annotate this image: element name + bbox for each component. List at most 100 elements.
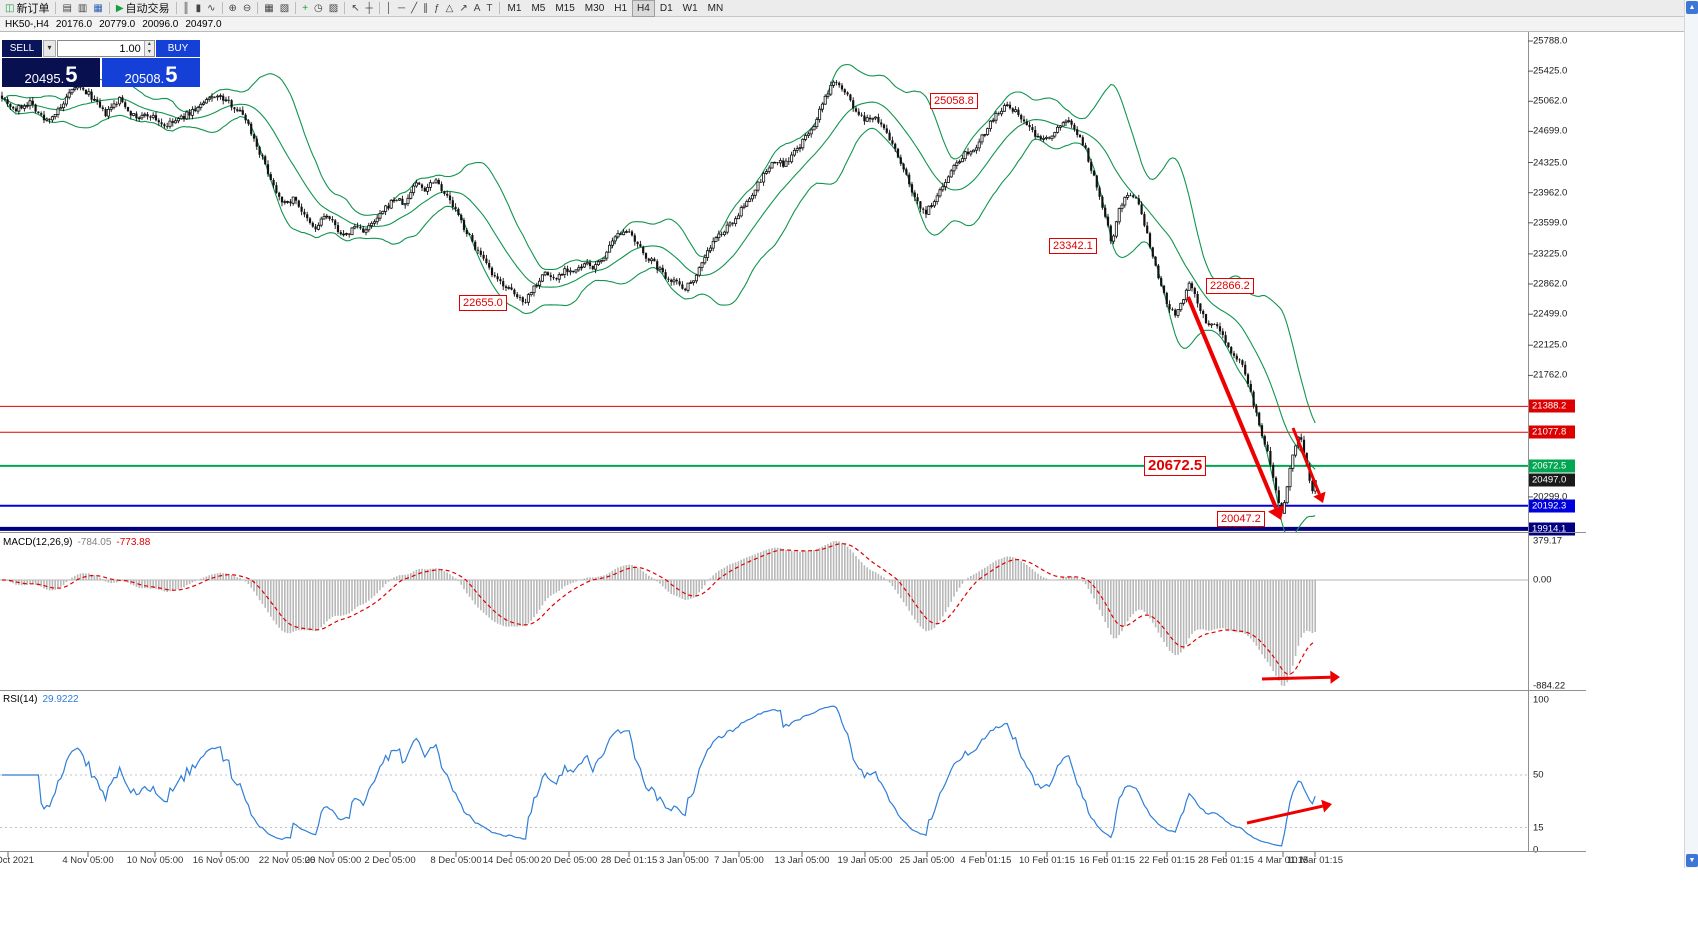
bollinger-middle-band	[1, 98, 1316, 470]
rsi-indicator-title: RSI(14) 29.9222	[3, 694, 79, 705]
autotrading-button[interactable]: ▶ 自动交易	[113, 1, 173, 16]
bullish-candles	[17, 81, 1317, 514]
timeframe-d1[interactable]: D1	[659, 2, 673, 14]
macd-panel-layer	[0, 541, 1528, 686]
rsi-line	[2, 705, 1316, 847]
zoom-in-icon[interactable]: ⊕	[226, 1, 240, 16]
bar-chart-icon[interactable]: ║	[180, 1, 193, 16]
price-axis-label: 22862.0	[1533, 278, 1568, 290]
trend-arrow[interactable]	[1246, 804, 1323, 825]
crosshair-icon[interactable]: ┼	[363, 1, 376, 16]
bearish-candles	[0, 82, 1314, 514]
periods-icon[interactable]: ◷	[311, 1, 326, 16]
timeframe-m1[interactable]: M1	[507, 2, 522, 14]
line-chart-icon[interactable]: ∿	[204, 1, 218, 16]
time-axis-label: 22 Feb 01:15	[1139, 855, 1195, 866]
volume-down-icon[interactable]: ▾	[147, 48, 151, 55]
market-watch-icon[interactable]: ▦	[90, 1, 105, 16]
fibonacci-icon[interactable]: ƒ	[431, 1, 443, 16]
equidistant-channel-icon[interactable]: ∥	[420, 1, 431, 16]
timeframe-h1[interactable]: H1	[614, 2, 628, 14]
new-order-button[interactable]: ◫ 新订单	[2, 1, 52, 16]
time-axis-label: 8 Dec 05:00	[430, 855, 482, 866]
candlestick-chart-icon: ▮	[195, 2, 202, 14]
horizontal-line-icon[interactable]: ─	[395, 1, 408, 16]
toolbar-separator	[55, 2, 57, 14]
buy-price-display[interactable]: 20508. 5	[102, 58, 200, 87]
templates-icon[interactable]: ▨	[326, 1, 341, 16]
buy-price-main: 20508.	[124, 71, 165, 86]
time-axis-label: 3 Jan 05:00	[659, 855, 709, 866]
timeframe-w1[interactable]: W1	[682, 2, 698, 14]
rsi-axis-label: 15	[1533, 822, 1544, 834]
price-annotation-label[interactable]: 22655.0	[459, 295, 507, 311]
price-annotation-label[interactable]: 22866.2	[1206, 278, 1254, 294]
rsi-axis-label: 100	[1533, 694, 1549, 706]
indicators-icon[interactable]: +	[299, 1, 311, 16]
sell-price-pip: 5	[65, 62, 78, 88]
macd-name: MACD(12,26,9)	[3, 537, 73, 548]
price-axis-label: 25425.0	[1533, 65, 1568, 77]
order-dropdown-icon[interactable]: ▾	[43, 40, 56, 57]
templates-icon: ▨	[328, 2, 339, 14]
charts-list-icon[interactable]: ▤	[59, 1, 74, 16]
time-axis-label: 16 Feb 01:15	[1079, 855, 1135, 866]
candlestick-chart-icon[interactable]: ▮	[193, 1, 205, 16]
macd-axis-label: 379.17	[1533, 535, 1563, 547]
cascade-windows-icon[interactable]: ▧	[277, 1, 292, 16]
tile-windows-icon: ▦	[264, 2, 274, 14]
trend-arrow[interactable]	[1186, 296, 1278, 509]
time-axis-label: 28 Dec 01:15	[600, 855, 658, 866]
text-icon[interactable]: A	[471, 1, 484, 16]
timeframe-m5[interactable]: M5	[531, 2, 546, 14]
toolbar-separator	[175, 2, 177, 14]
price-annotation-label[interactable]: 20047.2	[1217, 511, 1265, 527]
time-axis-label: 16 Nov 05:00	[192, 855, 250, 866]
buy-button[interactable]: BUY	[156, 40, 200, 57]
profiles-icon[interactable]: ▥	[75, 1, 90, 16]
text-icon: A	[473, 2, 481, 14]
bar-chart-icon: ║	[182, 2, 190, 14]
vertical-line-icon[interactable]: │	[383, 1, 395, 16]
market-watch-icon: ▦	[93, 2, 103, 14]
ohlc-high: 20779.0	[99, 18, 136, 30]
time-axis-label: 4 Feb 01:15	[960, 855, 1012, 866]
tile-windows-icon[interactable]: ▦	[261, 1, 276, 16]
rsi-value: 29.9222	[42, 694, 79, 705]
trendline-icon[interactable]: ╱	[408, 1, 420, 16]
sell-button[interactable]: SELL	[2, 40, 42, 57]
volume-up-icon[interactable]: ▴	[147, 41, 151, 47]
macd-axis-label: 0.00	[1533, 574, 1552, 586]
new-order-icon: ◫	[5, 2, 15, 14]
timeframe-h4[interactable]: H4	[632, 0, 655, 17]
bollinger-lower-band	[1, 98, 1316, 532]
price-annotation-label[interactable]: 20672.5	[1144, 456, 1207, 476]
timeframe-mn[interactable]: MN	[707, 2, 724, 14]
volume-input[interactable]	[58, 41, 144, 56]
rsi-axis-label: 0	[1533, 844, 1539, 856]
timeframe-m15[interactable]: M15	[555, 2, 575, 14]
time-axis-label: 7 Jan 05:00	[714, 855, 764, 866]
price-annotation-label[interactable]: 23342.1	[1049, 238, 1097, 254]
volume-stepper[interactable]: ▴ ▾	[143, 41, 154, 56]
candle-wicks	[1, 80, 1316, 516]
text-label-icon[interactable]: T	[483, 1, 495, 16]
cursor-icon[interactable]: ↖	[348, 1, 362, 16]
scroll-down-icon[interactable]: ▼	[1686, 854, 1698, 867]
time-axis-label: 2 Dec 05:00	[364, 855, 416, 866]
trend-arrow[interactable]	[1291, 427, 1321, 495]
timeframe-m30[interactable]: M30	[584, 2, 605, 14]
autotrading-button-label: 自动交易	[125, 3, 170, 15]
scroll-up-icon[interactable]: ▲	[1686, 1, 1698, 14]
shapes-icon[interactable]: △	[443, 1, 457, 16]
trend-arrow[interactable]	[1261, 675, 1331, 681]
sell-price-display[interactable]: 20495. 5	[2, 58, 100, 87]
price-axis-label: 25788.0	[1533, 35, 1568, 47]
chart-title-bar: HK50-,H4 20176.0 20779.0 20096.0 20497.0	[0, 17, 1698, 32]
price-annotation-label[interactable]: 25058.8	[930, 93, 978, 109]
zoom-out-icon[interactable]: ⊖	[240, 1, 254, 16]
vertical-scrollbar[interactable]: ▲ ▼	[1684, 0, 1698, 868]
arrows-icon[interactable]: ↗	[456, 1, 470, 16]
new-order-button-label: 新订单	[16, 3, 50, 15]
